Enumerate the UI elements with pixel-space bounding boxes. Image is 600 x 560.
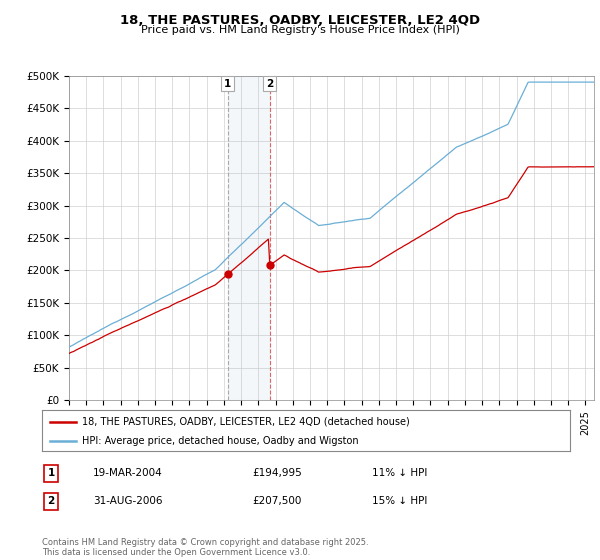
Text: 2: 2 — [266, 79, 274, 89]
Text: Contains HM Land Registry data © Crown copyright and database right 2025.
This d: Contains HM Land Registry data © Crown c… — [42, 538, 368, 557]
Text: Price paid vs. HM Land Registry's House Price Index (HPI): Price paid vs. HM Land Registry's House … — [140, 25, 460, 35]
Text: 31-AUG-2006: 31-AUG-2006 — [93, 496, 163, 506]
Text: 2: 2 — [47, 496, 55, 506]
Text: HPI: Average price, detached house, Oadby and Wigston: HPI: Average price, detached house, Oadb… — [82, 436, 358, 446]
Text: 19-MAR-2004: 19-MAR-2004 — [93, 468, 163, 478]
Text: £207,500: £207,500 — [252, 496, 301, 506]
Text: 15% ↓ HPI: 15% ↓ HPI — [372, 496, 427, 506]
Text: 18, THE PASTURES, OADBY, LEICESTER, LE2 4QD: 18, THE PASTURES, OADBY, LEICESTER, LE2 … — [120, 14, 480, 27]
Text: £194,995: £194,995 — [252, 468, 302, 478]
Bar — [227, 76, 270, 400]
Text: 11% ↓ HPI: 11% ↓ HPI — [372, 468, 427, 478]
Text: 1: 1 — [47, 468, 55, 478]
Text: 18, THE PASTURES, OADBY, LEICESTER, LE2 4QD (detached house): 18, THE PASTURES, OADBY, LEICESTER, LE2 … — [82, 417, 409, 427]
Text: 1: 1 — [224, 79, 231, 89]
